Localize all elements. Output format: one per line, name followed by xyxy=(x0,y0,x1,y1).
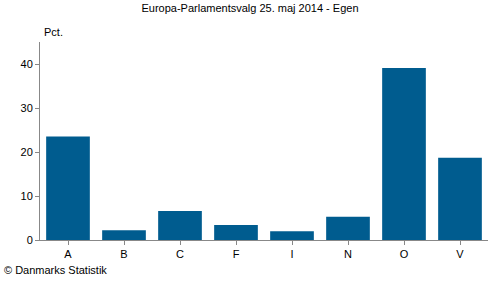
svg-text:V: V xyxy=(456,248,464,260)
svg-text:30: 30 xyxy=(21,102,33,114)
svg-text:F: F xyxy=(233,248,240,260)
svg-text:C: C xyxy=(176,248,184,260)
svg-text:© Danmarks Statistik: © Danmarks Statistik xyxy=(4,264,107,276)
svg-text:0: 0 xyxy=(27,234,33,246)
svg-text:A: A xyxy=(64,248,72,260)
svg-text:Europa-Parlamentsvalg 25. maj: Europa-Parlamentsvalg 25. maj 2014 - Ege… xyxy=(141,2,358,14)
svg-text:20: 20 xyxy=(21,146,33,158)
svg-text:Pct.: Pct. xyxy=(44,26,63,38)
svg-text:N: N xyxy=(344,248,352,260)
svg-text:I: I xyxy=(290,248,293,260)
svg-text:O: O xyxy=(400,248,409,260)
svg-text:10: 10 xyxy=(21,190,33,202)
svg-text:40: 40 xyxy=(21,58,33,70)
svg-text:B: B xyxy=(120,248,127,260)
